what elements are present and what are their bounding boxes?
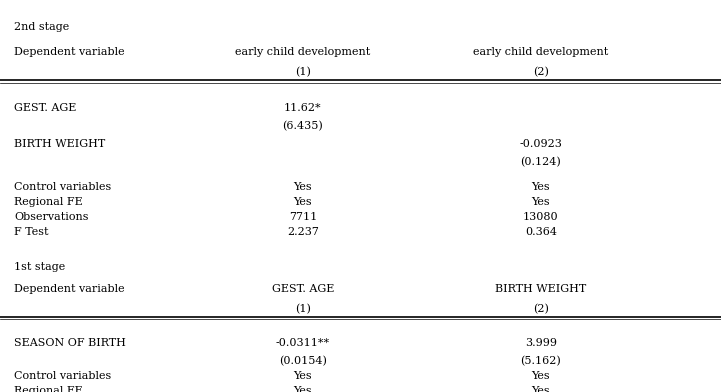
Text: 2.237: 2.237 xyxy=(287,227,319,237)
Text: early child development: early child development xyxy=(473,47,609,57)
Text: (1): (1) xyxy=(295,303,311,314)
Text: 11.62*: 11.62* xyxy=(284,103,322,113)
Text: GEST. AGE: GEST. AGE xyxy=(14,103,77,113)
Text: Yes: Yes xyxy=(293,181,312,192)
Text: Yes: Yes xyxy=(293,371,312,381)
Text: Observations: Observations xyxy=(14,212,89,222)
Text: Yes: Yes xyxy=(531,371,550,381)
Text: SEASON OF BIRTH: SEASON OF BIRTH xyxy=(14,338,126,348)
Text: Yes: Yes xyxy=(293,197,312,207)
Text: (1): (1) xyxy=(295,67,311,77)
Text: Dependent variable: Dependent variable xyxy=(14,47,125,57)
Text: Yes: Yes xyxy=(531,386,550,392)
Text: 2nd stage: 2nd stage xyxy=(14,22,70,32)
Text: -0.0311**: -0.0311** xyxy=(275,338,330,348)
Text: 13080: 13080 xyxy=(523,212,559,222)
Text: -0.0923: -0.0923 xyxy=(519,139,562,149)
Text: Dependent variable: Dependent variable xyxy=(14,283,125,294)
Text: Control variables: Control variables xyxy=(14,181,112,192)
Text: Yes: Yes xyxy=(531,197,550,207)
Text: Yes: Yes xyxy=(293,386,312,392)
Text: (6.435): (6.435) xyxy=(283,121,323,131)
Text: GEST. AGE: GEST. AGE xyxy=(272,283,334,294)
Text: BIRTH WEIGHT: BIRTH WEIGHT xyxy=(495,283,586,294)
Text: 0.364: 0.364 xyxy=(525,227,557,237)
Text: Regional FE: Regional FE xyxy=(14,386,83,392)
Text: 1st stage: 1st stage xyxy=(14,261,66,272)
Text: 7711: 7711 xyxy=(288,212,317,222)
Text: Control variables: Control variables xyxy=(14,371,112,381)
Text: (2): (2) xyxy=(533,303,549,314)
Text: (2): (2) xyxy=(533,67,549,77)
Text: early child development: early child development xyxy=(235,47,371,57)
Text: (0.124): (0.124) xyxy=(521,157,561,167)
Text: 3.999: 3.999 xyxy=(525,338,557,348)
Text: Yes: Yes xyxy=(531,181,550,192)
Text: (5.162): (5.162) xyxy=(521,356,561,366)
Text: (0.0154): (0.0154) xyxy=(279,356,327,366)
Text: Regional FE: Regional FE xyxy=(14,197,83,207)
Text: BIRTH WEIGHT: BIRTH WEIGHT xyxy=(14,139,106,149)
Text: F Test: F Test xyxy=(14,227,49,237)
